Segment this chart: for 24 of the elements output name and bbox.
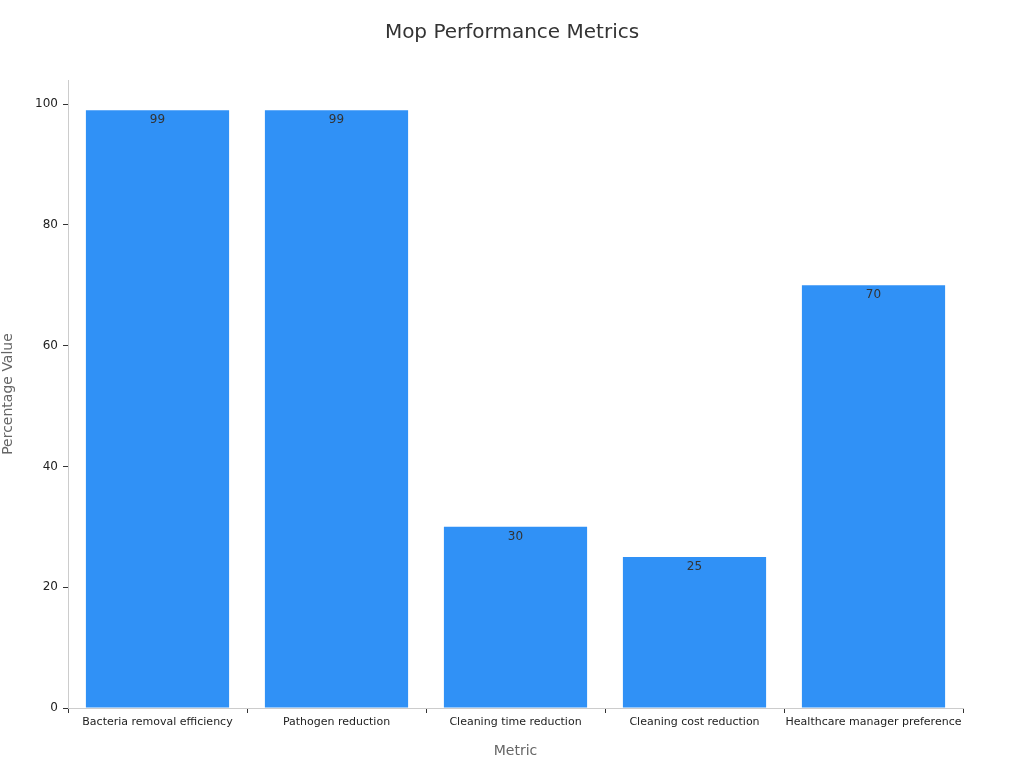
y-tick-label: 60 bbox=[42, 337, 58, 352]
y-axis-title: Percentage Value bbox=[0, 333, 16, 455]
bar bbox=[622, 557, 767, 708]
bar bbox=[85, 110, 230, 708]
bar bbox=[443, 526, 588, 708]
y-tick-label: 20 bbox=[42, 579, 58, 594]
x-tick-label: Pathogen reduction bbox=[282, 715, 391, 729]
x-tick-label: Healthcare manager preference bbox=[785, 715, 962, 729]
x-tick-label: Cleaning cost reduction bbox=[629, 715, 760, 729]
y-tick-label: 0 bbox=[50, 700, 58, 715]
y-tick-label: 100 bbox=[35, 96, 58, 111]
x-tick-label: Bacteria removal efficiency bbox=[82, 715, 234, 729]
y-tick-label: 80 bbox=[42, 217, 58, 232]
x-axis-title: Metric bbox=[493, 742, 538, 759]
x-tick-label: Cleaning time reduction bbox=[449, 715, 582, 729]
bar bbox=[264, 110, 409, 708]
data-label: 70 bbox=[865, 287, 882, 302]
bar bbox=[801, 285, 946, 708]
chart-title: Mop Performance Metrics bbox=[384, 19, 640, 44]
y-tick-label: 40 bbox=[42, 458, 58, 473]
data-label: 99 bbox=[149, 112, 166, 127]
data-label: 30 bbox=[507, 528, 524, 543]
data-label: 99 bbox=[328, 112, 345, 127]
data-label: 25 bbox=[686, 559, 703, 574]
